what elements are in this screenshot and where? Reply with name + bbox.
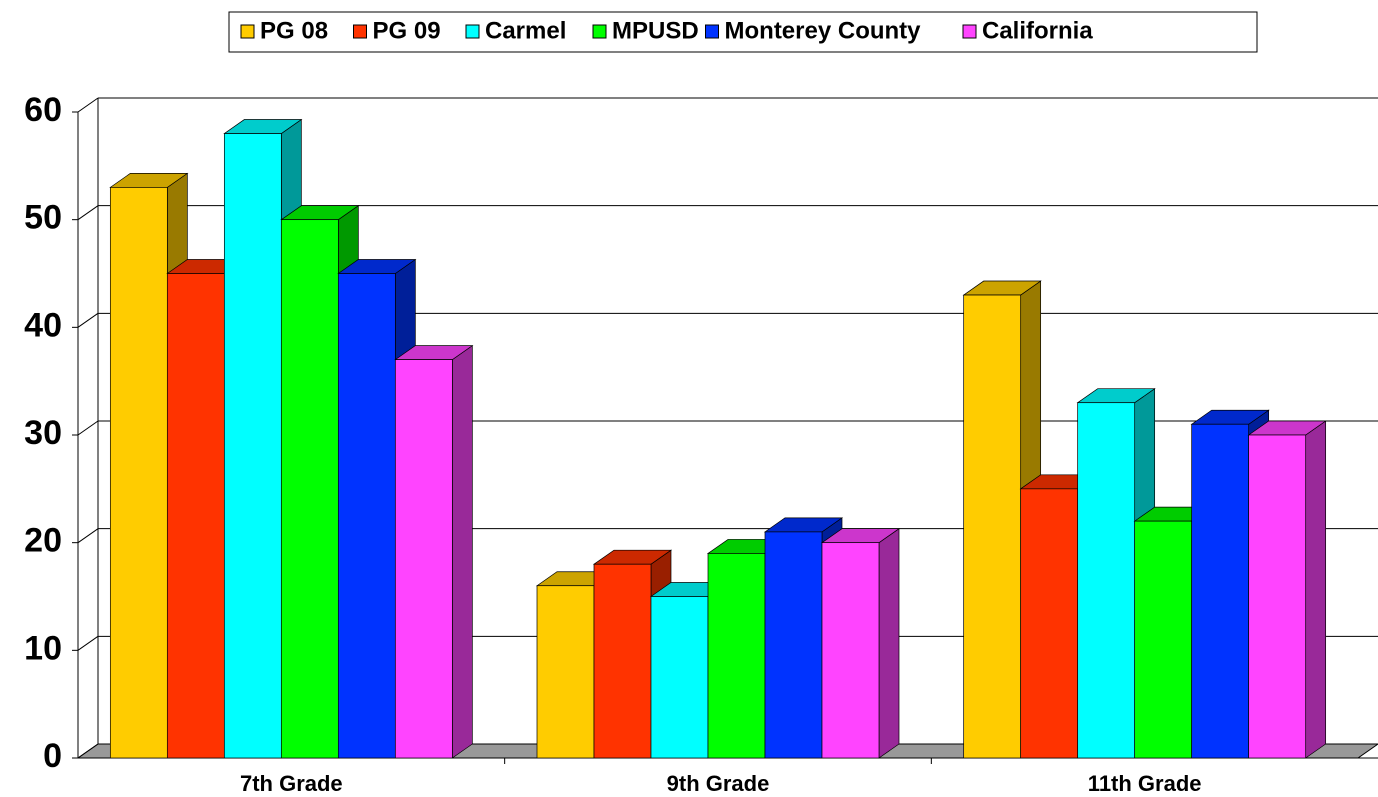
x-tick-label: 7th Grade xyxy=(240,771,343,796)
legend-swatch xyxy=(240,24,255,39)
legend-label: California xyxy=(982,17,1093,44)
side-grid xyxy=(77,205,99,221)
legend-label: PG 08 xyxy=(260,17,328,44)
side-grid xyxy=(77,528,99,544)
side-grid xyxy=(77,97,99,113)
bar xyxy=(764,531,823,759)
y-tick-label: 0 xyxy=(43,737,62,775)
bar xyxy=(1134,520,1193,759)
legend-box xyxy=(228,11,1258,53)
bar xyxy=(1191,423,1250,759)
legend-swatch xyxy=(962,24,977,39)
bar xyxy=(337,273,396,759)
y-tick-label: 30 xyxy=(24,414,62,452)
y-tick-label: 50 xyxy=(24,199,62,237)
legend-label: Carmel xyxy=(485,17,566,44)
side-grid xyxy=(77,635,99,651)
bar xyxy=(1020,488,1079,759)
side-grid xyxy=(77,420,99,436)
bar xyxy=(963,294,1022,759)
bar xyxy=(166,273,225,759)
legend-label: MPUSD xyxy=(612,17,699,44)
bar xyxy=(650,596,709,759)
legend-swatch xyxy=(592,24,607,39)
bar-side xyxy=(1305,420,1327,759)
bar xyxy=(280,219,339,759)
x-tick-label: 9th Grade xyxy=(667,771,770,796)
side-grid xyxy=(77,312,99,328)
legend-swatch xyxy=(705,24,719,39)
bar-side xyxy=(451,344,473,759)
side-grid xyxy=(77,743,99,759)
x-tick-label: 11th Grade xyxy=(1088,771,1202,796)
bar-side xyxy=(878,527,900,759)
y-tick-label: 20 xyxy=(24,522,62,560)
bar xyxy=(821,542,880,759)
bar xyxy=(394,359,453,759)
legend-swatch xyxy=(465,24,480,39)
bar xyxy=(109,187,168,759)
legend-label: PG 09 xyxy=(373,17,441,44)
legend-label: Monterey County xyxy=(725,17,922,44)
y-tick-label: 60 xyxy=(24,91,62,129)
bar xyxy=(223,133,282,759)
bar xyxy=(593,563,652,759)
bar xyxy=(707,553,766,759)
legend-swatch xyxy=(353,24,367,39)
bar xyxy=(1077,402,1136,759)
bar xyxy=(1248,434,1307,759)
y-tick-label: 10 xyxy=(24,629,62,667)
y-tick-label: 40 xyxy=(24,306,62,344)
bar xyxy=(536,585,595,759)
